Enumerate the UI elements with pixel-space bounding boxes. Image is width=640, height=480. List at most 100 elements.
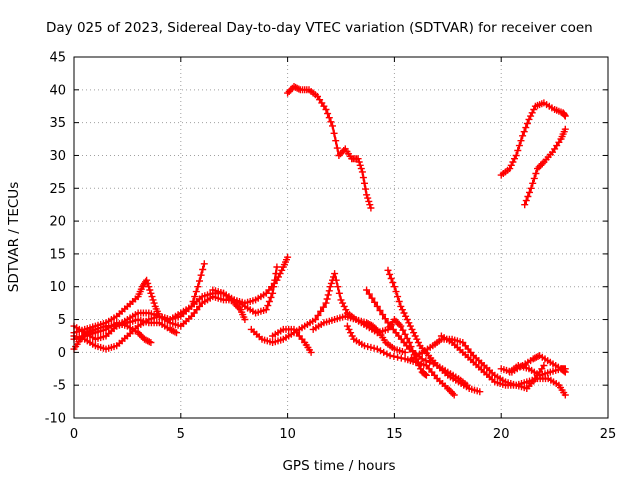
data-point: [515, 142, 523, 150]
data-point: [273, 263, 281, 271]
x-tick-label: 10: [279, 427, 296, 442]
data-point: [379, 311, 387, 319]
series-line: [286, 85, 372, 210]
data-point: [134, 329, 142, 337]
data-point: [395, 321, 403, 328]
data-point: [527, 184, 535, 192]
data-point: [373, 345, 381, 353]
y-tick-label: 20: [49, 215, 66, 230]
data-point: [197, 271, 205, 279]
data-point: [194, 283, 202, 291]
data-point: [137, 332, 145, 340]
y-tick-label: 45: [49, 51, 66, 66]
data-point: [293, 84, 301, 92]
data-point: [523, 120, 531, 127]
data-point: [512, 152, 520, 159]
data-point: [531, 354, 539, 362]
data-point: [405, 319, 413, 327]
data-point: [368, 294, 376, 302]
data-point: [275, 273, 282, 281]
data-point: [398, 306, 406, 314]
y-tick-label: 40: [49, 83, 66, 98]
data-point: [392, 317, 400, 325]
data-point: [390, 283, 398, 291]
data-point: [514, 147, 522, 154]
data-point: [561, 112, 569, 120]
data-point: [389, 279, 397, 287]
data-point: [429, 360, 437, 368]
data-point: [324, 291, 332, 299]
data-point: [522, 124, 530, 132]
series-group: [70, 83, 569, 399]
y-tick-label: 5: [58, 313, 66, 328]
data-point: [414, 339, 422, 346]
data-point: [561, 125, 569, 133]
data-point: [387, 275, 395, 282]
series-arc-14: [437, 332, 569, 399]
data-point: [146, 286, 154, 294]
data-point: [232, 301, 240, 309]
data-point: [422, 371, 430, 379]
data-point: [235, 304, 243, 312]
data-point: [529, 179, 537, 187]
data-point: [355, 158, 363, 166]
data-point: [292, 83, 300, 91]
data-point: [450, 391, 458, 399]
data-point: [340, 302, 348, 310]
y-tick-label: 25: [49, 182, 66, 197]
data-point: [402, 312, 410, 320]
data-point: [337, 150, 344, 158]
data-point: [365, 290, 373, 298]
data-point: [324, 110, 332, 118]
data-point: [337, 296, 345, 304]
data-point: [145, 283, 153, 291]
data-point: [330, 129, 338, 137]
data-point: [364, 194, 372, 202]
y-axis-label: SDTVAR / TECUs: [6, 182, 22, 292]
data-point: [401, 348, 409, 356]
data-point: [392, 288, 400, 296]
chart-title: Day 025 of 2023, Sidereal Day-to-day VTE…: [46, 20, 593, 36]
data-point: [345, 325, 353, 333]
data-point: [78, 334, 86, 342]
data-point: [147, 339, 155, 346]
data-point: [335, 289, 343, 297]
data-point: [363, 286, 371, 294]
data-point: [394, 353, 402, 361]
data-point: [76, 335, 84, 343]
x-tick-label: 15: [386, 427, 403, 442]
data-point: [329, 122, 336, 130]
data-point: [199, 266, 207, 273]
data-point: [445, 386, 453, 394]
data-point: [333, 144, 341, 152]
x-axis-label: GPS time / hours: [282, 458, 395, 474]
y-tick-label: 0: [58, 346, 66, 361]
data-point: [200, 260, 208, 268]
data-point: [343, 322, 351, 330]
data-point: [527, 112, 535, 120]
data-point: [326, 283, 334, 291]
series-arc-10: [343, 322, 458, 399]
data-point: [311, 316, 319, 323]
data-point: [147, 289, 155, 297]
data-point: [357, 165, 365, 173]
data-point: [525, 115, 533, 123]
data-point: [295, 85, 303, 93]
plot-frame: [73, 56, 609, 419]
series-arc-18: [497, 99, 569, 179]
data-point: [524, 193, 532, 200]
data-point: [340, 147, 348, 154]
data-point: [361, 342, 368, 350]
data-point: [196, 277, 203, 285]
data-point: [189, 298, 197, 305]
data-point: [449, 389, 457, 397]
data-point: [535, 163, 543, 171]
data-point: [403, 334, 411, 342]
data-point: [408, 325, 416, 333]
y-tick-label: -10: [45, 412, 66, 427]
data-point: [509, 158, 517, 166]
data-point: [142, 336, 150, 344]
data-point: [537, 161, 545, 169]
data-point: [421, 371, 429, 378]
data-point: [365, 197, 373, 205]
